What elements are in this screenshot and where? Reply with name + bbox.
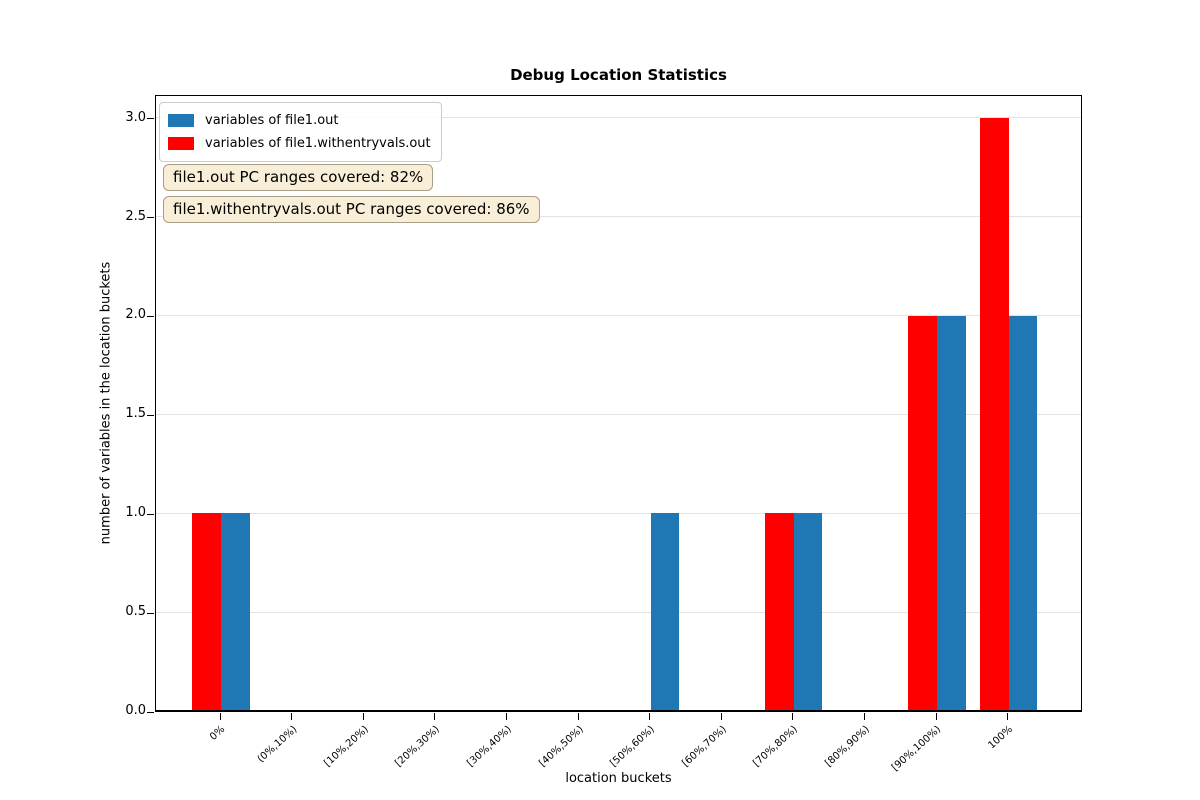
bar-blue-100% bbox=[1008, 315, 1038, 711]
chart-title: Debug Location Statistics bbox=[510, 66, 727, 84]
y-tick-label: 3.0 bbox=[125, 109, 146, 125]
y-tick-label: 1.0 bbox=[125, 505, 146, 521]
x-axis-spine bbox=[155, 710, 1082, 712]
x-tick-mark bbox=[434, 713, 436, 720]
legend-swatch-red-icon bbox=[168, 137, 194, 150]
legend-item-file1: variables of file1.out bbox=[168, 109, 431, 132]
x-tick-label: [70%,80%) bbox=[751, 724, 801, 770]
bar-red-[90%,100%) bbox=[908, 315, 937, 711]
legend-item-file1-withentryvals: variables of file1.withentryvals.out bbox=[168, 132, 431, 155]
gridline-y-3.0 bbox=[156, 117, 1081, 119]
y-tick-mark bbox=[147, 711, 154, 713]
bar-blue-[50%,60%) bbox=[650, 513, 680, 711]
x-tick-label: (0%,10%) bbox=[255, 724, 299, 766]
bar-red-[70%,80%) bbox=[765, 513, 794, 711]
legend-swatch-blue-icon bbox=[168, 114, 194, 127]
y-tick-label: 1.5 bbox=[125, 406, 146, 422]
x-tick-mark bbox=[291, 713, 293, 720]
y-tick-label: 2.0 bbox=[125, 307, 146, 323]
bar-blue-0% bbox=[221, 513, 250, 711]
y-tick-mark bbox=[147, 414, 154, 416]
y-tick-label: 2.5 bbox=[125, 208, 146, 224]
bar-red-0% bbox=[192, 513, 221, 711]
x-tick-mark bbox=[863, 713, 865, 720]
legend-label-file1-withentryvals: variables of file1.withentryvals.out bbox=[205, 136, 431, 151]
gridline-y-2.0 bbox=[156, 315, 1081, 316]
gridline-y-1.5 bbox=[156, 413, 1081, 415]
annotation-file1-withentryvals-pc-coverage: file1.withentryvals.out PC ranges covere… bbox=[163, 196, 540, 223]
x-tick-label: [90%,100%) bbox=[890, 724, 944, 774]
x-tick-label: [60%,70%) bbox=[679, 724, 729, 770]
bar-blue-[70%,80%) bbox=[793, 513, 823, 711]
annotation-file1-pc-coverage: file1.out PC ranges covered: 82% bbox=[163, 164, 434, 191]
gridline-y-0.5 bbox=[156, 611, 1081, 613]
legend: variables of file1.out variables of file… bbox=[159, 102, 442, 162]
y-tick-mark bbox=[147, 612, 154, 614]
x-tick-mark bbox=[649, 713, 651, 720]
bar-red-100% bbox=[979, 117, 1009, 711]
x-tick-label: 100% bbox=[986, 724, 1015, 752]
x-tick-mark bbox=[577, 713, 579, 720]
y-tick-mark bbox=[147, 217, 154, 219]
legend-label-file1: variables of file1.out bbox=[205, 113, 339, 128]
x-tick-label: [20%,30%) bbox=[393, 724, 443, 770]
y-tick-label: 0.5 bbox=[125, 604, 146, 620]
x-tick-label: [10%,20%) bbox=[321, 724, 371, 770]
y-axis-label: number of variables in the location buck… bbox=[98, 261, 114, 545]
x-tick-label: [40%,50%) bbox=[536, 724, 586, 770]
y-tick-mark bbox=[147, 315, 154, 317]
x-tick-mark bbox=[505, 713, 507, 720]
y-tick-mark bbox=[147, 118, 154, 120]
y-tick-label: 0.0 bbox=[125, 703, 146, 718]
x-tick-mark bbox=[935, 713, 937, 720]
x-tick-mark bbox=[792, 713, 794, 720]
x-tick-mark bbox=[720, 713, 722, 720]
x-tick-mark bbox=[1007, 713, 1009, 720]
x-tick-label: [30%,40%) bbox=[465, 724, 514, 770]
plot-area: variables of file1.out variables of file… bbox=[155, 95, 1082, 712]
y-tick-mark bbox=[147, 513, 154, 515]
x-axis-label: location buckets bbox=[565, 771, 672, 786]
x-tick-label: 0% bbox=[208, 724, 228, 743]
gridline-y-2.5 bbox=[156, 216, 1081, 218]
x-tick-mark bbox=[362, 713, 364, 720]
bar-blue-[90%,100%) bbox=[937, 315, 966, 711]
x-tick-label: [50%,60%) bbox=[608, 724, 657, 770]
x-tick-label: [80%,90%) bbox=[823, 724, 872, 770]
gridline-y-1.0 bbox=[156, 512, 1081, 514]
x-tick-mark bbox=[219, 713, 221, 720]
